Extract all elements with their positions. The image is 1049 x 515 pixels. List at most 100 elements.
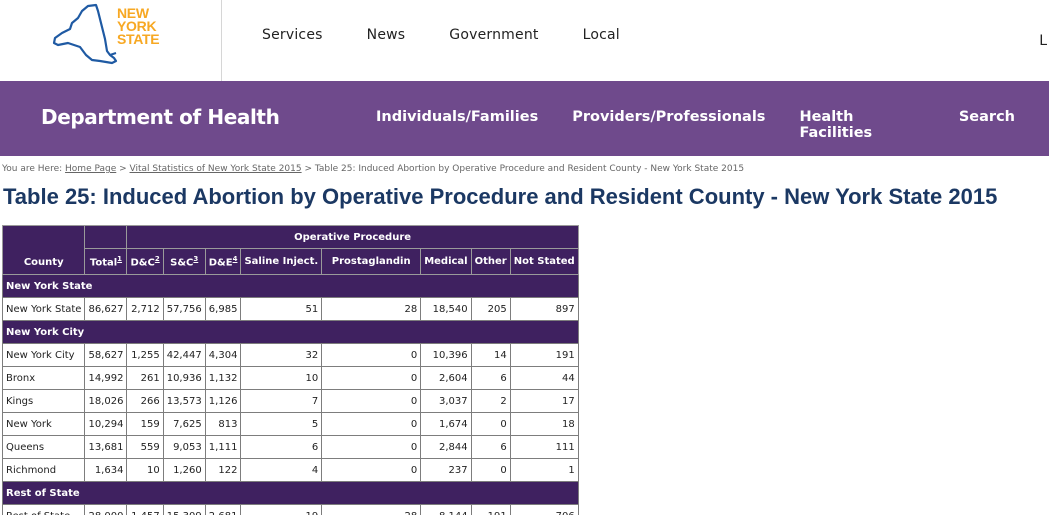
county-cell: New York — [1, 412, 86, 436]
nav-health-facilities[interactable]: Health Facilities — [799, 109, 873, 141]
value-cell: 18,540 — [420, 297, 472, 321]
value-cell: 14 — [470, 343, 511, 367]
col-header-other: Other — [470, 248, 511, 275]
value-cell: 19 — [240, 504, 323, 515]
top-nav: Services News Government Local — [262, 27, 664, 43]
value-cell: 706 — [509, 504, 579, 515]
nav-government[interactable]: Government — [449, 27, 539, 43]
value-cell: 1,111 — [204, 435, 242, 459]
value-cell: 17 — [509, 389, 579, 413]
table-row: New York City 58,627 1,255 42,447 4,304 32 0 10… — [1, 343, 579, 367]
nys-logo-link[interactable]: NEW YORK STATE — [0, 0, 222, 81]
department-title[interactable]: Department of Health — [41, 105, 280, 129]
page-title: Table 25: Induced Abortion by Operative … — [3, 184, 998, 209]
value-cell: 0 — [321, 389, 422, 413]
nav-local[interactable]: Local — [582, 27, 620, 43]
footnote-link[interactable]: 3 — [193, 254, 199, 263]
value-cell: 13,573 — [162, 389, 206, 413]
col-header-saline: Saline Inject. — [240, 248, 323, 275]
nav-search[interactable]: Search — [958, 109, 1015, 125]
value-cell: 1,634 — [84, 458, 128, 482]
abortion-table: County Operative Procedure Total1 D&C2 S… — [1, 225, 579, 515]
table-row: Bronx 14,992 261 10,936 1,132 10 0 2,604 6 44 — [1, 366, 579, 390]
value-cell: 10,396 — [420, 343, 472, 367]
department-header: Department of Health Individuals/Familie… — [0, 81, 1049, 156]
nav-providers-professionals[interactable]: Providers/Professionals — [572, 109, 766, 125]
value-cell: 44 — [509, 366, 579, 390]
col-header-sc: S&C3 — [162, 248, 206, 275]
breadcrumb: You are Here: Home Page > Vital Statisti… — [2, 164, 744, 174]
value-cell: 5 — [240, 412, 323, 436]
value-cell: 57,756 — [162, 297, 206, 321]
col-header-not-stated: Not Stated — [509, 248, 579, 275]
value-cell: 4 — [240, 458, 323, 482]
table-row: Queens 13,681 559 9,053 1,111 6 0 2,844 6 111 — [1, 435, 579, 459]
new-york-state-map-icon — [52, 3, 118, 65]
value-cell: 10,294 — [84, 412, 128, 436]
value-cell: 0 — [321, 435, 422, 459]
value-cell: 1,126 — [204, 389, 242, 413]
county-cell: New York City — [1, 343, 86, 367]
footnote-link[interactable]: 2 — [154, 254, 160, 263]
value-cell: 18,026 — [84, 389, 128, 413]
value-cell: 1 — [509, 458, 579, 482]
col-header-de: D&E4 — [204, 248, 242, 275]
top-right-truncated-link[interactable]: L — [1039, 33, 1047, 49]
abortion-table-container: County Operative Procedure Total1 D&C2 S… — [1, 225, 579, 515]
table-row: New York State 86,627 2,712 57,756 6,985 51 28… — [1, 297, 579, 321]
value-cell: 266 — [126, 389, 164, 413]
value-cell: 897 — [509, 297, 579, 321]
value-cell: 7 — [240, 389, 323, 413]
value-cell: 28,000 — [84, 504, 128, 515]
section-header-row: New York State — [2, 274, 579, 298]
nav-services[interactable]: Services — [262, 27, 323, 43]
value-cell: 10 — [126, 458, 164, 482]
value-cell: 1,132 — [204, 366, 242, 390]
top-header: NEW YORK STATE Services News Government … — [0, 0, 1049, 81]
value-cell: 10 — [240, 366, 323, 390]
value-cell: 51 — [240, 297, 323, 321]
value-cell: 1,255 — [126, 343, 164, 367]
value-cell: 191 — [509, 343, 579, 367]
value-cell: 86,627 — [84, 297, 128, 321]
value-cell: 8,144 — [420, 504, 472, 515]
nav-news[interactable]: News — [366, 27, 406, 43]
footnote-link[interactable]: 4 — [232, 254, 238, 263]
value-cell: 58,627 — [84, 343, 128, 367]
value-cell: 15,309 — [162, 504, 206, 515]
value-cell: 122 — [204, 458, 242, 482]
table-body: New York State New York State 86,627 2,712 5… — [1, 274, 579, 515]
value-cell: 2,604 — [420, 366, 472, 390]
value-cell: 9,053 — [162, 435, 206, 459]
footnote-link[interactable]: 1 — [117, 254, 123, 263]
nys-logo-text: NEW YORK STATE — [117, 5, 160, 47]
breadcrumb-separator: > — [116, 164, 130, 174]
department-nav: Individuals/Families Providers/Professio… — [376, 109, 1049, 141]
value-cell: 813 — [204, 412, 242, 436]
breadcrumb-vital-stats-link[interactable]: Vital Statistics of New York State 2015 — [129, 164, 302, 174]
value-cell: 42,447 — [162, 343, 206, 367]
value-cell: 0 — [470, 458, 511, 482]
value-cell: 4,304 — [204, 343, 242, 367]
county-cell: New York State — [1, 297, 86, 321]
value-cell: 14,992 — [84, 366, 128, 390]
table-row: New York 10,294 159 7,625 813 5 0 1,674 0 18 — [1, 412, 579, 436]
col-header-dc: D&C2 — [126, 248, 164, 275]
value-cell: 18 — [509, 412, 579, 436]
section-header-row: New York City — [2, 320, 579, 344]
value-cell: 2,712 — [126, 297, 164, 321]
breadcrumb-home-link[interactable]: Home Page — [65, 164, 117, 174]
value-cell: 159 — [126, 412, 164, 436]
section-header-row: Rest of State — [2, 481, 579, 505]
nav-individuals-families[interactable]: Individuals/Families — [376, 109, 539, 125]
value-cell: 2,844 — [420, 435, 472, 459]
county-cell: Kings — [1, 389, 86, 413]
value-cell: 6,985 — [204, 297, 242, 321]
value-cell: 191 — [470, 504, 511, 515]
table-row: Rest of State28,0001,45715,3092,68119288… — [1, 504, 579, 515]
value-cell: 2 — [470, 389, 511, 413]
value-cell: 13,681 — [84, 435, 128, 459]
breadcrumb-separator: > — [301, 164, 315, 174]
table-row: Kings 18,026 266 13,573 1,126 7 0 3,037 2 17 — [1, 389, 579, 413]
value-cell: 205 — [470, 297, 511, 321]
